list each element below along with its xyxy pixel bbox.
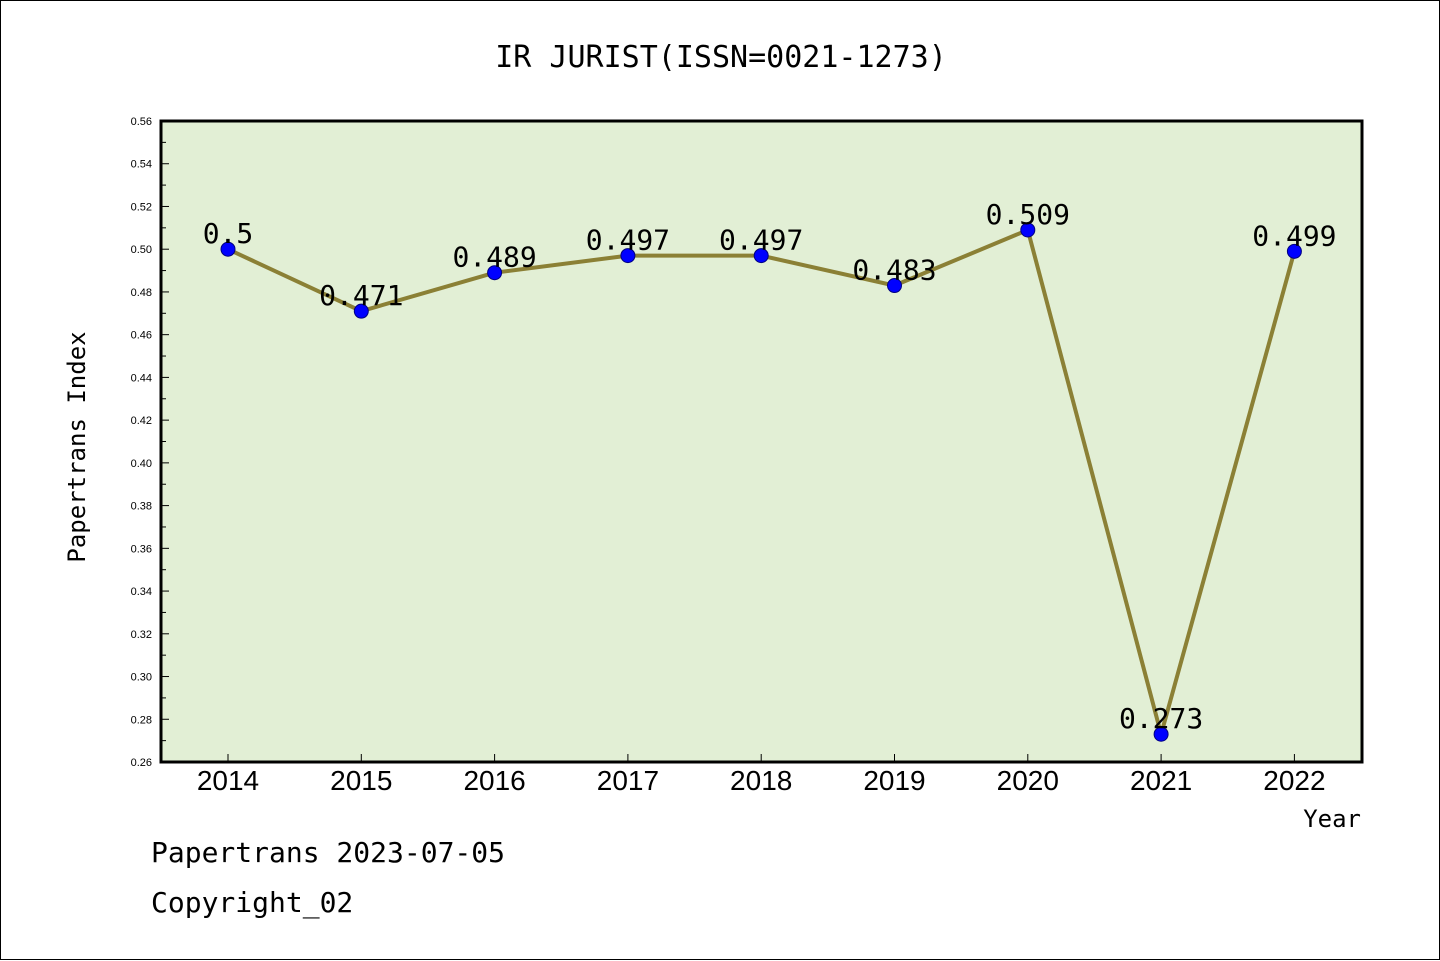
data-point	[353, 303, 369, 319]
data-label: 0.273	[1119, 702, 1203, 735]
y-tick-label: 0.40	[131, 458, 152, 470]
data-label: 0.471	[319, 279, 403, 312]
y-axis-label: Papertrans Index	[63, 331, 91, 562]
plot-area	[159, 119, 1364, 764]
data-point	[620, 248, 636, 264]
data-point	[1286, 243, 1302, 259]
footer-date: Papertrans 2023-07-05	[151, 836, 506, 869]
data-label: 0.5	[203, 217, 254, 250]
data-label: 0.497	[719, 224, 803, 257]
y-tick-label: 0.54	[131, 159, 152, 171]
data-point	[1153, 726, 1169, 742]
data-label: 0.497	[586, 224, 670, 257]
y-tick-label: 0.26	[131, 757, 152, 769]
x-tick-label: 2017	[597, 765, 659, 796]
x-tick-label: 2020	[997, 765, 1059, 796]
y-tick-label: 0.52	[131, 201, 152, 213]
data-point	[887, 278, 902, 294]
x-tick-label: 2018	[730, 765, 792, 796]
y-tick-label: 0.50	[131, 244, 152, 256]
data-point	[487, 265, 503, 281]
y-tick-label: 0.38	[131, 501, 152, 513]
y-tick-label: 0.36	[131, 543, 152, 555]
chart-title: IR JURIST(ISSN=0021-1273)	[495, 40, 947, 75]
y-tick-label: 0.34	[131, 586, 152, 598]
data-point	[1020, 222, 1036, 238]
x-tick-label: 2014	[197, 765, 259, 796]
x-axis: 2014 2015 2016 2017 2018 2019 2020 2021 2022	[197, 754, 1326, 796]
x-tick-label: 2022	[1263, 765, 1325, 796]
data-label: 0.483	[852, 254, 936, 287]
x-tick-label: 2021	[1130, 765, 1192, 796]
y-tick-label: 0.30	[131, 672, 152, 684]
series-group: 0.5 0.471 0.489 0.497 0.497 0.483 0.509 0.273 0.…	[203, 198, 1337, 742]
y-tick-label: 0.46	[131, 330, 152, 342]
data-point	[220, 241, 236, 257]
x-tick-label: 2015	[330, 765, 392, 796]
data-label: 0.489	[452, 241, 536, 274]
x-axis-label: Year	[1303, 805, 1361, 833]
y-tick-label: 0.28	[131, 714, 152, 726]
data-label: 0.509	[986, 198, 1070, 231]
footer-copyright: Copyright_02	[151, 886, 354, 919]
y-tick-label: 0.48	[131, 287, 152, 299]
x-tick-label: 2019	[863, 765, 925, 796]
data-point	[753, 248, 769, 264]
y-tick-label: 0.56	[131, 116, 152, 128]
y-tick-label: 0.32	[131, 629, 152, 641]
y-axis: 0.26 0.28 0.30 0.32 0.34 0.36 0.38 0.40 0.42 0.44…	[131, 116, 169, 769]
x-tick-label: 2016	[463, 765, 525, 796]
y-tick-label: 0.42	[131, 415, 152, 427]
data-label: 0.499	[1252, 219, 1336, 252]
y-tick-label: 0.44	[131, 372, 152, 384]
